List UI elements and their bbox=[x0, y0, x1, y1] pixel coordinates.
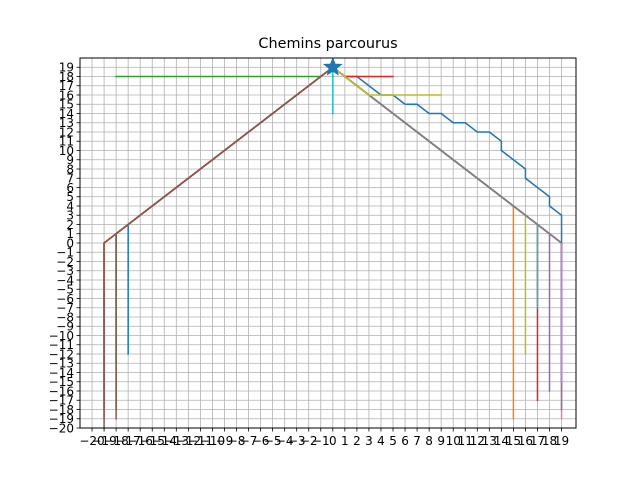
y-tick-label: 5 bbox=[66, 190, 74, 204]
x-tick-label: −20 bbox=[79, 434, 104, 448]
y-tick-label: 4 bbox=[66, 199, 74, 213]
y-tick-label: 15 bbox=[59, 98, 74, 112]
y-tick-label: −10 bbox=[49, 329, 74, 343]
y-tick-label: 11 bbox=[59, 135, 74, 149]
x-tick-label: −11 bbox=[188, 434, 213, 448]
y-tick-label: 13 bbox=[59, 116, 74, 130]
y-tick-label: 7 bbox=[66, 172, 74, 186]
y-axis: −20−19−18−17−16−15−14−13−12−11−10−9−8−7−… bbox=[49, 61, 80, 435]
y-tick-label: −7 bbox=[56, 301, 74, 315]
start-point-star-marker bbox=[322, 56, 343, 76]
y-tick-label: −17 bbox=[49, 394, 74, 408]
x-tick-label: −9 bbox=[216, 434, 234, 448]
x-tick-label: 8 bbox=[425, 434, 433, 448]
path-line-29 bbox=[331, 66, 442, 96]
y-tick-label: −20 bbox=[49, 421, 74, 435]
x-tick-label: 18 bbox=[542, 434, 557, 448]
y-tick-label: −16 bbox=[49, 384, 74, 398]
x-tick-label: 12 bbox=[470, 434, 485, 448]
y-tick-label: −3 bbox=[56, 264, 74, 278]
x-tick-label: 13 bbox=[482, 434, 497, 448]
y-tick-label: 18 bbox=[59, 70, 74, 84]
x-tick-label: −7 bbox=[240, 434, 258, 448]
x-tick-label: −16 bbox=[128, 434, 153, 448]
y-tick-label: 2 bbox=[66, 218, 74, 232]
y-tick-label: 6 bbox=[66, 181, 74, 195]
series-group bbox=[103, 66, 563, 429]
start-marker-group bbox=[322, 56, 343, 76]
x-tick-label: 17 bbox=[530, 434, 545, 448]
path-line-28 bbox=[331, 66, 563, 245]
y-tick-label: −2 bbox=[56, 255, 74, 269]
y-tick-label: −9 bbox=[56, 320, 74, 334]
y-tick-label: 10 bbox=[59, 144, 74, 158]
x-tick-label: −10 bbox=[200, 434, 225, 448]
y-tick-label: −11 bbox=[49, 338, 74, 352]
x-tick-label: 14 bbox=[494, 434, 509, 448]
x-tick-label: −5 bbox=[264, 434, 282, 448]
x-tick-label: −1 bbox=[312, 434, 330, 448]
x-tick-label: 1 bbox=[341, 434, 349, 448]
y-tick-label: −18 bbox=[49, 403, 74, 417]
y-tick-label: 8 bbox=[66, 162, 74, 176]
grid bbox=[80, 58, 576, 429]
x-tick-label: 5 bbox=[389, 434, 397, 448]
x-tick-label: −12 bbox=[176, 434, 201, 448]
x-tick-label: −13 bbox=[164, 434, 189, 448]
x-tick-label: 0 bbox=[329, 434, 337, 448]
x-tick-label: −8 bbox=[228, 434, 246, 448]
y-tick-label: 14 bbox=[59, 107, 74, 121]
x-tick-label: −15 bbox=[140, 434, 165, 448]
y-tick-label: 16 bbox=[59, 88, 74, 102]
y-tick-label: −12 bbox=[49, 347, 74, 361]
y-tick-label: −5 bbox=[56, 283, 74, 297]
x-tick-label: −17 bbox=[115, 434, 140, 448]
y-tick-label: −6 bbox=[56, 292, 74, 306]
y-tick-label: −1 bbox=[56, 246, 74, 260]
x-tick-label: 15 bbox=[506, 434, 521, 448]
x-tick-label: −18 bbox=[103, 434, 128, 448]
x-tick-label: −6 bbox=[252, 434, 270, 448]
y-tick-label: −19 bbox=[49, 412, 74, 426]
x-tick-label: 3 bbox=[365, 434, 373, 448]
x-tick-label: 11 bbox=[458, 434, 473, 448]
x-tick-label: 7 bbox=[413, 434, 421, 448]
y-tick-label: −14 bbox=[49, 366, 74, 380]
chart-title: Chemins parcourus bbox=[258, 36, 397, 52]
y-tick-label: 12 bbox=[59, 125, 74, 139]
y-tick-label: 1 bbox=[66, 227, 74, 241]
x-axis: −20−19−18−17−16−15−14−13−12−11−10−9−8−7−… bbox=[79, 428, 569, 448]
x-tick-label: 6 bbox=[401, 434, 409, 448]
path-line-26 bbox=[103, 66, 334, 429]
x-tick-label: −4 bbox=[276, 434, 294, 448]
y-tick-label: 3 bbox=[66, 209, 74, 223]
x-tick-label: 19 bbox=[554, 434, 569, 448]
y-tick-label: 19 bbox=[59, 61, 74, 75]
y-tick-label: 0 bbox=[66, 236, 74, 250]
y-tick-label: 9 bbox=[66, 153, 74, 167]
x-tick-label: 2 bbox=[353, 434, 361, 448]
y-tick-label: −13 bbox=[49, 357, 74, 371]
y-tick-label: −15 bbox=[49, 375, 74, 389]
y-tick-label: −4 bbox=[56, 273, 74, 287]
x-tick-label: −3 bbox=[288, 434, 306, 448]
x-tick-label: −14 bbox=[152, 434, 177, 448]
x-tick-label: 16 bbox=[518, 434, 533, 448]
path-line-23 bbox=[115, 66, 334, 78]
x-tick-label: −2 bbox=[300, 434, 318, 448]
x-tick-label: 10 bbox=[446, 434, 461, 448]
x-tick-label: 9 bbox=[437, 434, 445, 448]
y-tick-label: −8 bbox=[56, 310, 74, 324]
x-tick-label: −19 bbox=[91, 434, 116, 448]
y-tick-label: 17 bbox=[59, 79, 74, 93]
x-tick-label: 4 bbox=[377, 434, 385, 448]
